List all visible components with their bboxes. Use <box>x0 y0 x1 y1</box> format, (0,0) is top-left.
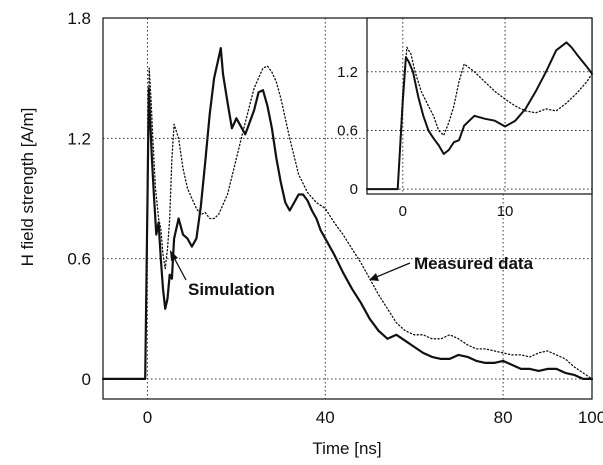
x-axis-label: Time [ns] <box>312 439 381 458</box>
main-x-tick-label-2: 80 <box>494 408 513 427</box>
main-y-tick-label-2: 1.2 <box>67 129 91 148</box>
annotation-simulation-label: Simulation <box>188 280 275 299</box>
inset-y-tick-label-1: 0.6 <box>337 122 358 139</box>
main-plot-series <box>101 47 594 380</box>
main-plot-frame <box>102 17 593 400</box>
annotation-measured-arrow-line <box>373 262 411 279</box>
main-x-tick-label-0: 0 <box>143 408 152 427</box>
annotation-measured-arrowhead <box>369 273 379 281</box>
inset-series-line-measured <box>366 46 593 190</box>
main-plot-grid <box>103 18 592 399</box>
inset-plot-series <box>366 41 593 191</box>
main-series-line-measured <box>102 65 593 380</box>
annotation-measured-label: Measured data <box>414 254 534 273</box>
y-axis-label: H field strength [A/m] <box>18 108 37 267</box>
inset-plot-background <box>367 18 592 194</box>
inset-x-tick-label-0: 0 <box>399 203 407 220</box>
annotation-measured: Measured data <box>369 254 534 281</box>
inset-y-tick-labels: 0 0.6 1.2 <box>337 64 358 198</box>
inset-x-tick-label-1: 10 <box>497 203 514 220</box>
annotation-simulation-arrowhead <box>170 250 178 261</box>
main-x-tick-label-1: 40 <box>316 408 335 427</box>
inset-y-tick-label-2: 1.2 <box>337 64 358 81</box>
inset-y-tick-label-0: 0 <box>350 181 358 198</box>
main-series-line-simulation <box>101 47 594 380</box>
main-y-tick-label-3: 1.8 <box>67 9 91 28</box>
main-y-tick-labels: 0 0.6 1.2 1.8 <box>67 9 91 389</box>
inset-plot-frame <box>366 17 593 195</box>
main-y-tick-label-1: 0.6 <box>67 250 91 269</box>
main-x-tick-labels: 0 40 80 100 <box>143 408 603 427</box>
main-x-tick-label-3: 100 <box>578 408 603 427</box>
inset-x-tick-labels: 0 10 <box>399 203 514 220</box>
main-y-tick-label-0: 0 <box>82 370 91 389</box>
annotation-simulation: Simulation <box>170 250 275 299</box>
inset-series-line-simulation <box>366 41 593 191</box>
